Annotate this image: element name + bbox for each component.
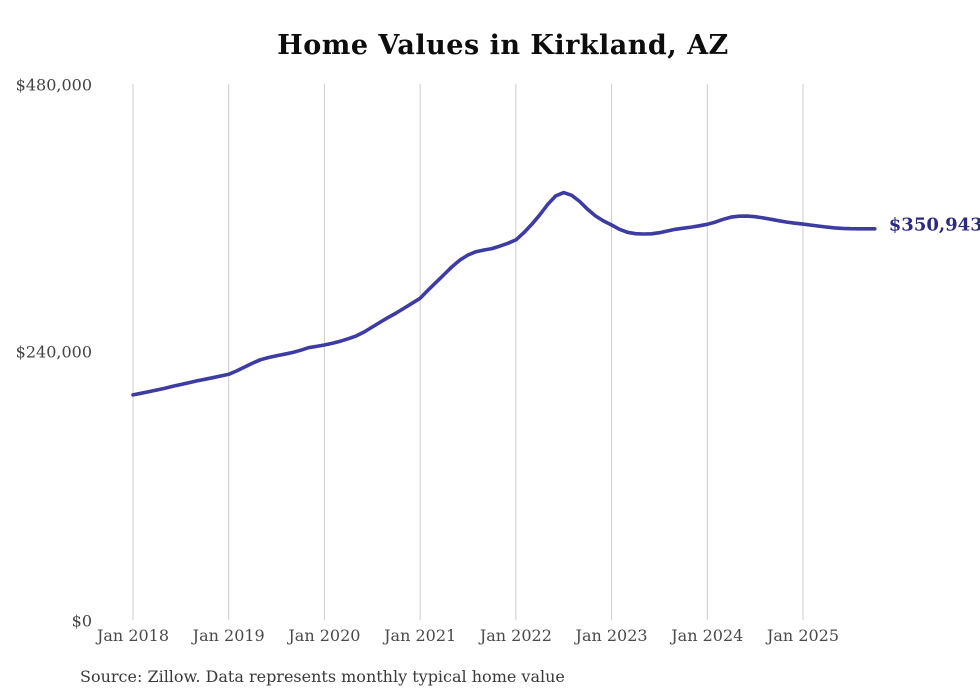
x-axis-tick-label: Jan 2022	[479, 626, 552, 645]
x-axis: Jan 2018 Jan 2019 Jan 2020 Jan 2021 Jan 2022…	[0, 626, 980, 648]
x-axis-tick-label: Jan 2024	[671, 626, 744, 645]
x-axis-tick-label: Jan 2020	[288, 626, 361, 645]
source-note: Source: Zillow. Data represents monthly …	[80, 667, 565, 686]
x-axis-tick-label: Jan 2018	[96, 626, 170, 645]
y-axis-tick-label: $0	[71, 611, 92, 631]
x-axis-tick-label: Jan 2021	[384, 626, 457, 645]
y-axis-tick-label: $480,000	[15, 75, 92, 95]
x-axis-tick-label: Jan 2025	[766, 626, 840, 645]
y-axis-tick-label: $240,000	[15, 342, 92, 362]
home-value-line	[131, 190, 877, 397]
x-axis-tick-label: Jan 2023	[575, 626, 648, 645]
end-value-label: $350,943	[888, 214, 980, 236]
x-axis-tick-label: Jan 2019	[192, 626, 265, 645]
chart-title: Home Values in Kirkland, AZ	[277, 30, 729, 61]
